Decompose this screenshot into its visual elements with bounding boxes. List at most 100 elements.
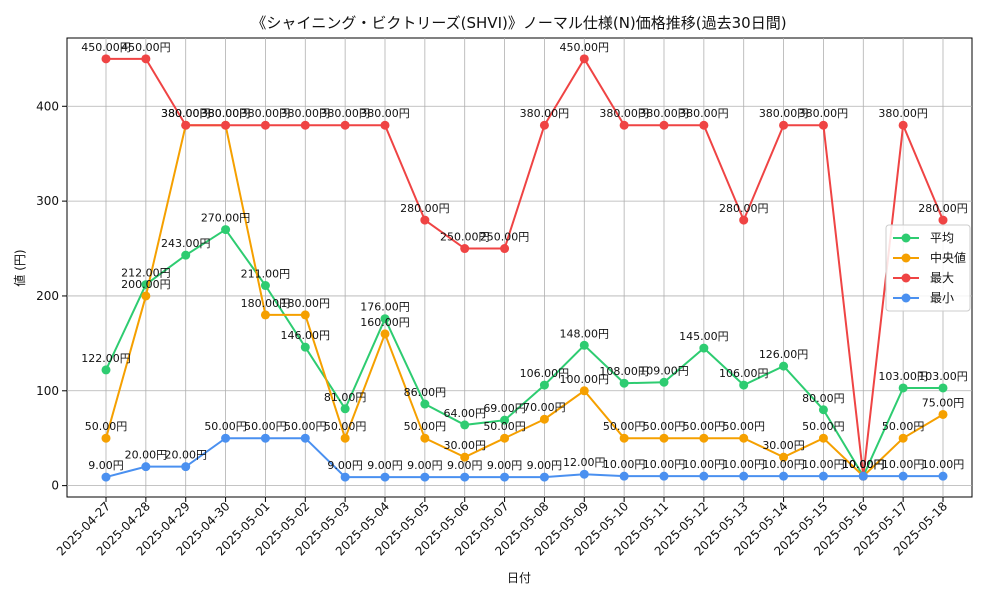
data-point	[619, 471, 629, 481]
data-point	[539, 472, 549, 482]
data-label: 69.00円	[483, 402, 526, 415]
series-line	[105, 437, 943, 479]
data-label: 10.00円	[882, 458, 925, 471]
data-label: 9.00円	[407, 459, 443, 472]
data-label: 50.00円	[683, 420, 726, 433]
legend-label: 中央値	[930, 250, 966, 265]
data-point	[101, 433, 111, 443]
data-label: 380.00円	[320, 107, 370, 120]
data-point	[739, 380, 749, 390]
data-label: 380.00円	[878, 107, 928, 120]
data-point	[818, 471, 828, 481]
plot-area	[66, 37, 973, 498]
data-label: 146.00円	[281, 329, 331, 342]
data-point	[619, 378, 629, 388]
data-label: 10.00円	[762, 458, 805, 471]
data-point	[380, 329, 390, 339]
data-label: 160.00円	[360, 316, 410, 329]
data-label: 109.00円	[639, 364, 689, 377]
data-label: 9.00円	[327, 459, 363, 472]
data-label: 280.00円	[400, 202, 450, 215]
data-point	[260, 433, 270, 443]
data-point	[141, 462, 151, 472]
data-label: 10.00円	[802, 458, 845, 471]
data-label: 30.00円	[762, 439, 805, 452]
series-3	[101, 433, 948, 482]
data-label: 380.00円	[599, 107, 649, 120]
data-label: 180.00円	[241, 297, 291, 310]
data-point	[460, 452, 470, 462]
data-label: 20.00円	[125, 449, 168, 462]
series-2	[101, 54, 948, 481]
data-point	[101, 365, 111, 375]
data-label: 50.00円	[404, 420, 447, 433]
legend-marker	[901, 233, 911, 243]
data-point	[779, 471, 789, 481]
data-point	[579, 340, 589, 350]
data-label: 10.00円	[683, 458, 726, 471]
data-label: 75.00円	[922, 396, 965, 409]
legend-label: 最小	[930, 291, 954, 305]
data-label: 80.00円	[802, 392, 845, 405]
data-label: 380.00円	[679, 107, 729, 120]
data-point	[500, 415, 510, 425]
data-point	[380, 472, 390, 482]
y-tick-label: 200	[36, 289, 59, 303]
data-point	[539, 120, 549, 130]
data-point	[659, 433, 669, 443]
series-0	[101, 225, 948, 481]
data-point	[260, 281, 270, 291]
data-point	[898, 433, 908, 443]
data-point	[101, 54, 111, 64]
data-point	[380, 120, 390, 130]
data-point	[739, 215, 749, 225]
series-line	[106, 56, 944, 477]
data-label: 270.00円	[201, 212, 251, 225]
x-axis-label: 日付	[507, 571, 531, 585]
data-point	[659, 471, 669, 481]
data-label: 211.00円	[241, 268, 291, 281]
data-label: 176.00円	[360, 301, 410, 314]
data-label: 380.00円	[520, 107, 570, 120]
data-label: 380.00円	[639, 107, 689, 120]
data-label: 145.00円	[679, 330, 729, 343]
data-point	[579, 386, 589, 396]
series-line	[105, 228, 943, 479]
data-label: 30.00円	[443, 439, 486, 452]
data-label: 280.00円	[719, 202, 769, 215]
data-point	[260, 120, 270, 130]
data-point	[619, 433, 629, 443]
data-label: 450.00円	[81, 41, 131, 54]
data-label: 380.00円	[201, 107, 251, 120]
data-point	[898, 471, 908, 481]
data-point	[420, 472, 430, 482]
data-label: 148.00円	[560, 327, 610, 340]
data-label: 9.00円	[527, 459, 563, 472]
data-label: 50.00円	[643, 420, 686, 433]
data-label: 50.00円	[483, 420, 526, 433]
legend-marker	[901, 293, 911, 303]
data-point	[420, 215, 430, 225]
legend-label: 平均	[930, 231, 954, 245]
data-point	[221, 120, 231, 130]
data-label: 9.00円	[88, 459, 124, 472]
data-label: 50.00円	[85, 420, 128, 433]
y-tick-label: 300	[36, 194, 59, 208]
data-label: 86.00円	[404, 386, 447, 399]
data-label: 380.00円	[799, 107, 849, 120]
data-point	[779, 120, 789, 130]
data-point	[460, 244, 470, 254]
data-point	[699, 471, 709, 481]
data-point	[779, 452, 789, 462]
data-label: 450.00円	[560, 41, 610, 54]
data-point	[659, 377, 669, 387]
data-label: 10.00円	[842, 458, 885, 471]
data-point	[938, 215, 948, 225]
data-point	[779, 361, 789, 371]
data-point	[460, 420, 470, 430]
data-label: 12.00円	[563, 456, 606, 469]
data-point	[260, 310, 270, 320]
data-point	[500, 244, 510, 254]
y-tick-label: 400	[36, 99, 59, 113]
